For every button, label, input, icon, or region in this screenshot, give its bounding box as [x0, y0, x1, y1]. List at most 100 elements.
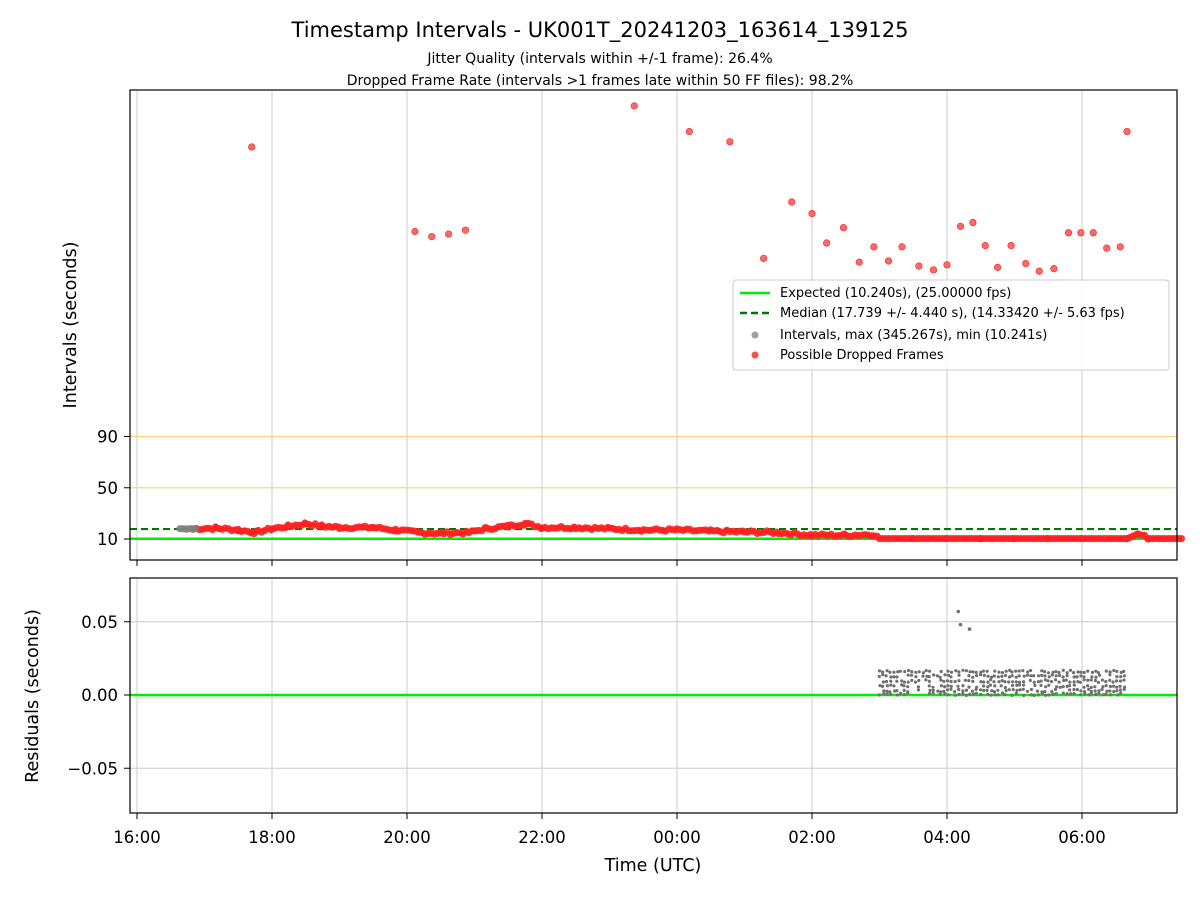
residual-point	[892, 670, 896, 674]
residual-point	[906, 690, 910, 694]
residual-point	[1062, 678, 1066, 683]
residual-point	[884, 674, 888, 678]
residual-point	[885, 669, 889, 673]
residual-point	[1114, 679, 1119, 683]
x-tick-label-0400: 04:00	[923, 828, 971, 847]
residual-point	[1089, 678, 1093, 682]
residual-point	[1086, 669, 1090, 673]
residual-point	[957, 687, 961, 692]
residual-point	[1061, 668, 1065, 672]
residual-point	[928, 688, 932, 693]
dropped-frame-point	[884, 257, 893, 265]
residual-point	[1057, 680, 1061, 684]
residual-point	[1046, 679, 1050, 683]
residual-point	[1003, 680, 1007, 684]
residual-point	[1079, 693, 1083, 697]
residual-point	[1090, 670, 1095, 675]
residual-point	[921, 671, 926, 675]
residual-point	[979, 688, 983, 692]
residual-point	[964, 688, 969, 692]
residual-point	[1046, 671, 1051, 675]
residual-point	[927, 675, 931, 679]
residual-point	[892, 675, 896, 679]
residual-point	[903, 670, 907, 674]
residual-point	[1022, 680, 1026, 684]
residual-point	[981, 669, 986, 673]
residual-point	[949, 675, 953, 679]
residual-point	[1108, 684, 1112, 689]
residual-point	[942, 679, 946, 684]
residual-point	[910, 670, 914, 674]
residual-point	[1065, 674, 1069, 678]
residual-point	[1079, 689, 1083, 693]
residual-point	[1087, 693, 1091, 697]
residual-point	[1112, 684, 1116, 688]
residual-point	[1104, 692, 1108, 696]
residuals-x-ticks: 16:00 18:00 20:00 22:00 00:00 02:00 04:00 06:00	[113, 813, 1106, 847]
residual-point	[1094, 669, 1098, 673]
residual-point	[943, 685, 947, 689]
residual-point	[917, 678, 921, 683]
residual-point	[1104, 669, 1108, 673]
residual-point	[1079, 674, 1083, 678]
residual-point	[1097, 691, 1101, 695]
dropped-frame-point	[981, 241, 989, 250]
residual-point	[1053, 687, 1058, 692]
residual-point	[949, 679, 953, 684]
residual-point	[1047, 683, 1051, 687]
residual-point	[1072, 671, 1076, 675]
residual-point	[1017, 683, 1022, 687]
residual-point	[949, 670, 954, 674]
residual-point	[902, 684, 906, 688]
residual-point	[1087, 687, 1091, 691]
residual-point	[1010, 670, 1014, 674]
dropped-frame-point	[915, 262, 923, 270]
residual-point	[1022, 683, 1026, 687]
dropped-frame-point	[1035, 267, 1043, 275]
residual-point	[970, 689, 975, 693]
residual-point	[979, 673, 983, 677]
residuals-y-tick-label: −0.05	[67, 759, 118, 778]
residual-point	[954, 669, 958, 673]
dropped-frame-point	[1123, 127, 1131, 136]
residual-point	[1015, 683, 1019, 687]
residual-point	[1108, 673, 1112, 677]
intervals-y-tick-label-90: 90	[97, 428, 118, 447]
residual-point	[924, 669, 928, 673]
residual-point	[888, 692, 893, 696]
residual-point	[1094, 675, 1098, 679]
residual-point	[993, 693, 998, 697]
x-tick-label-2200: 22:00	[518, 828, 566, 847]
residual-point	[1123, 685, 1127, 689]
residual-point	[1122, 678, 1126, 682]
dropped-frame-point	[788, 198, 796, 206]
residual-point	[1090, 675, 1094, 679]
residual-point	[1029, 693, 1033, 697]
residual-point	[1075, 675, 1079, 679]
residual-point	[1089, 685, 1093, 690]
residual-point	[1093, 678, 1097, 683]
residual-point	[989, 678, 993, 682]
residual-point	[1039, 679, 1043, 683]
residual-point	[957, 679, 961, 683]
residual-point	[1039, 683, 1043, 688]
dropped-frame-point	[994, 263, 1002, 271]
intervals-y-ticks: 10 50 90	[97, 428, 130, 549]
residual-point	[1112, 668, 1116, 673]
residual-point	[1061, 691, 1065, 695]
residual-point	[1040, 690, 1044, 694]
residual-point	[1054, 692, 1058, 696]
residual-point	[974, 670, 978, 675]
residuals-y-axis-label: Residuals (seconds)	[23, 609, 43, 783]
residual-point	[1050, 680, 1054, 684]
residual-point	[1043, 678, 1048, 682]
residual-point	[996, 675, 1000, 679]
legend-intervals-label: Intervals, max (345.267s), min (10.241s)	[780, 328, 1047, 343]
residual-point	[1010, 693, 1014, 698]
dropped-frame-point	[1103, 244, 1111, 252]
residual-point	[1054, 674, 1058, 678]
residual-point	[1000, 679, 1004, 683]
residual-point	[1018, 688, 1022, 692]
legend-expected-label: Expected (10.240s), (25.00000 fps)	[780, 286, 1011, 301]
residual-point	[917, 670, 921, 674]
